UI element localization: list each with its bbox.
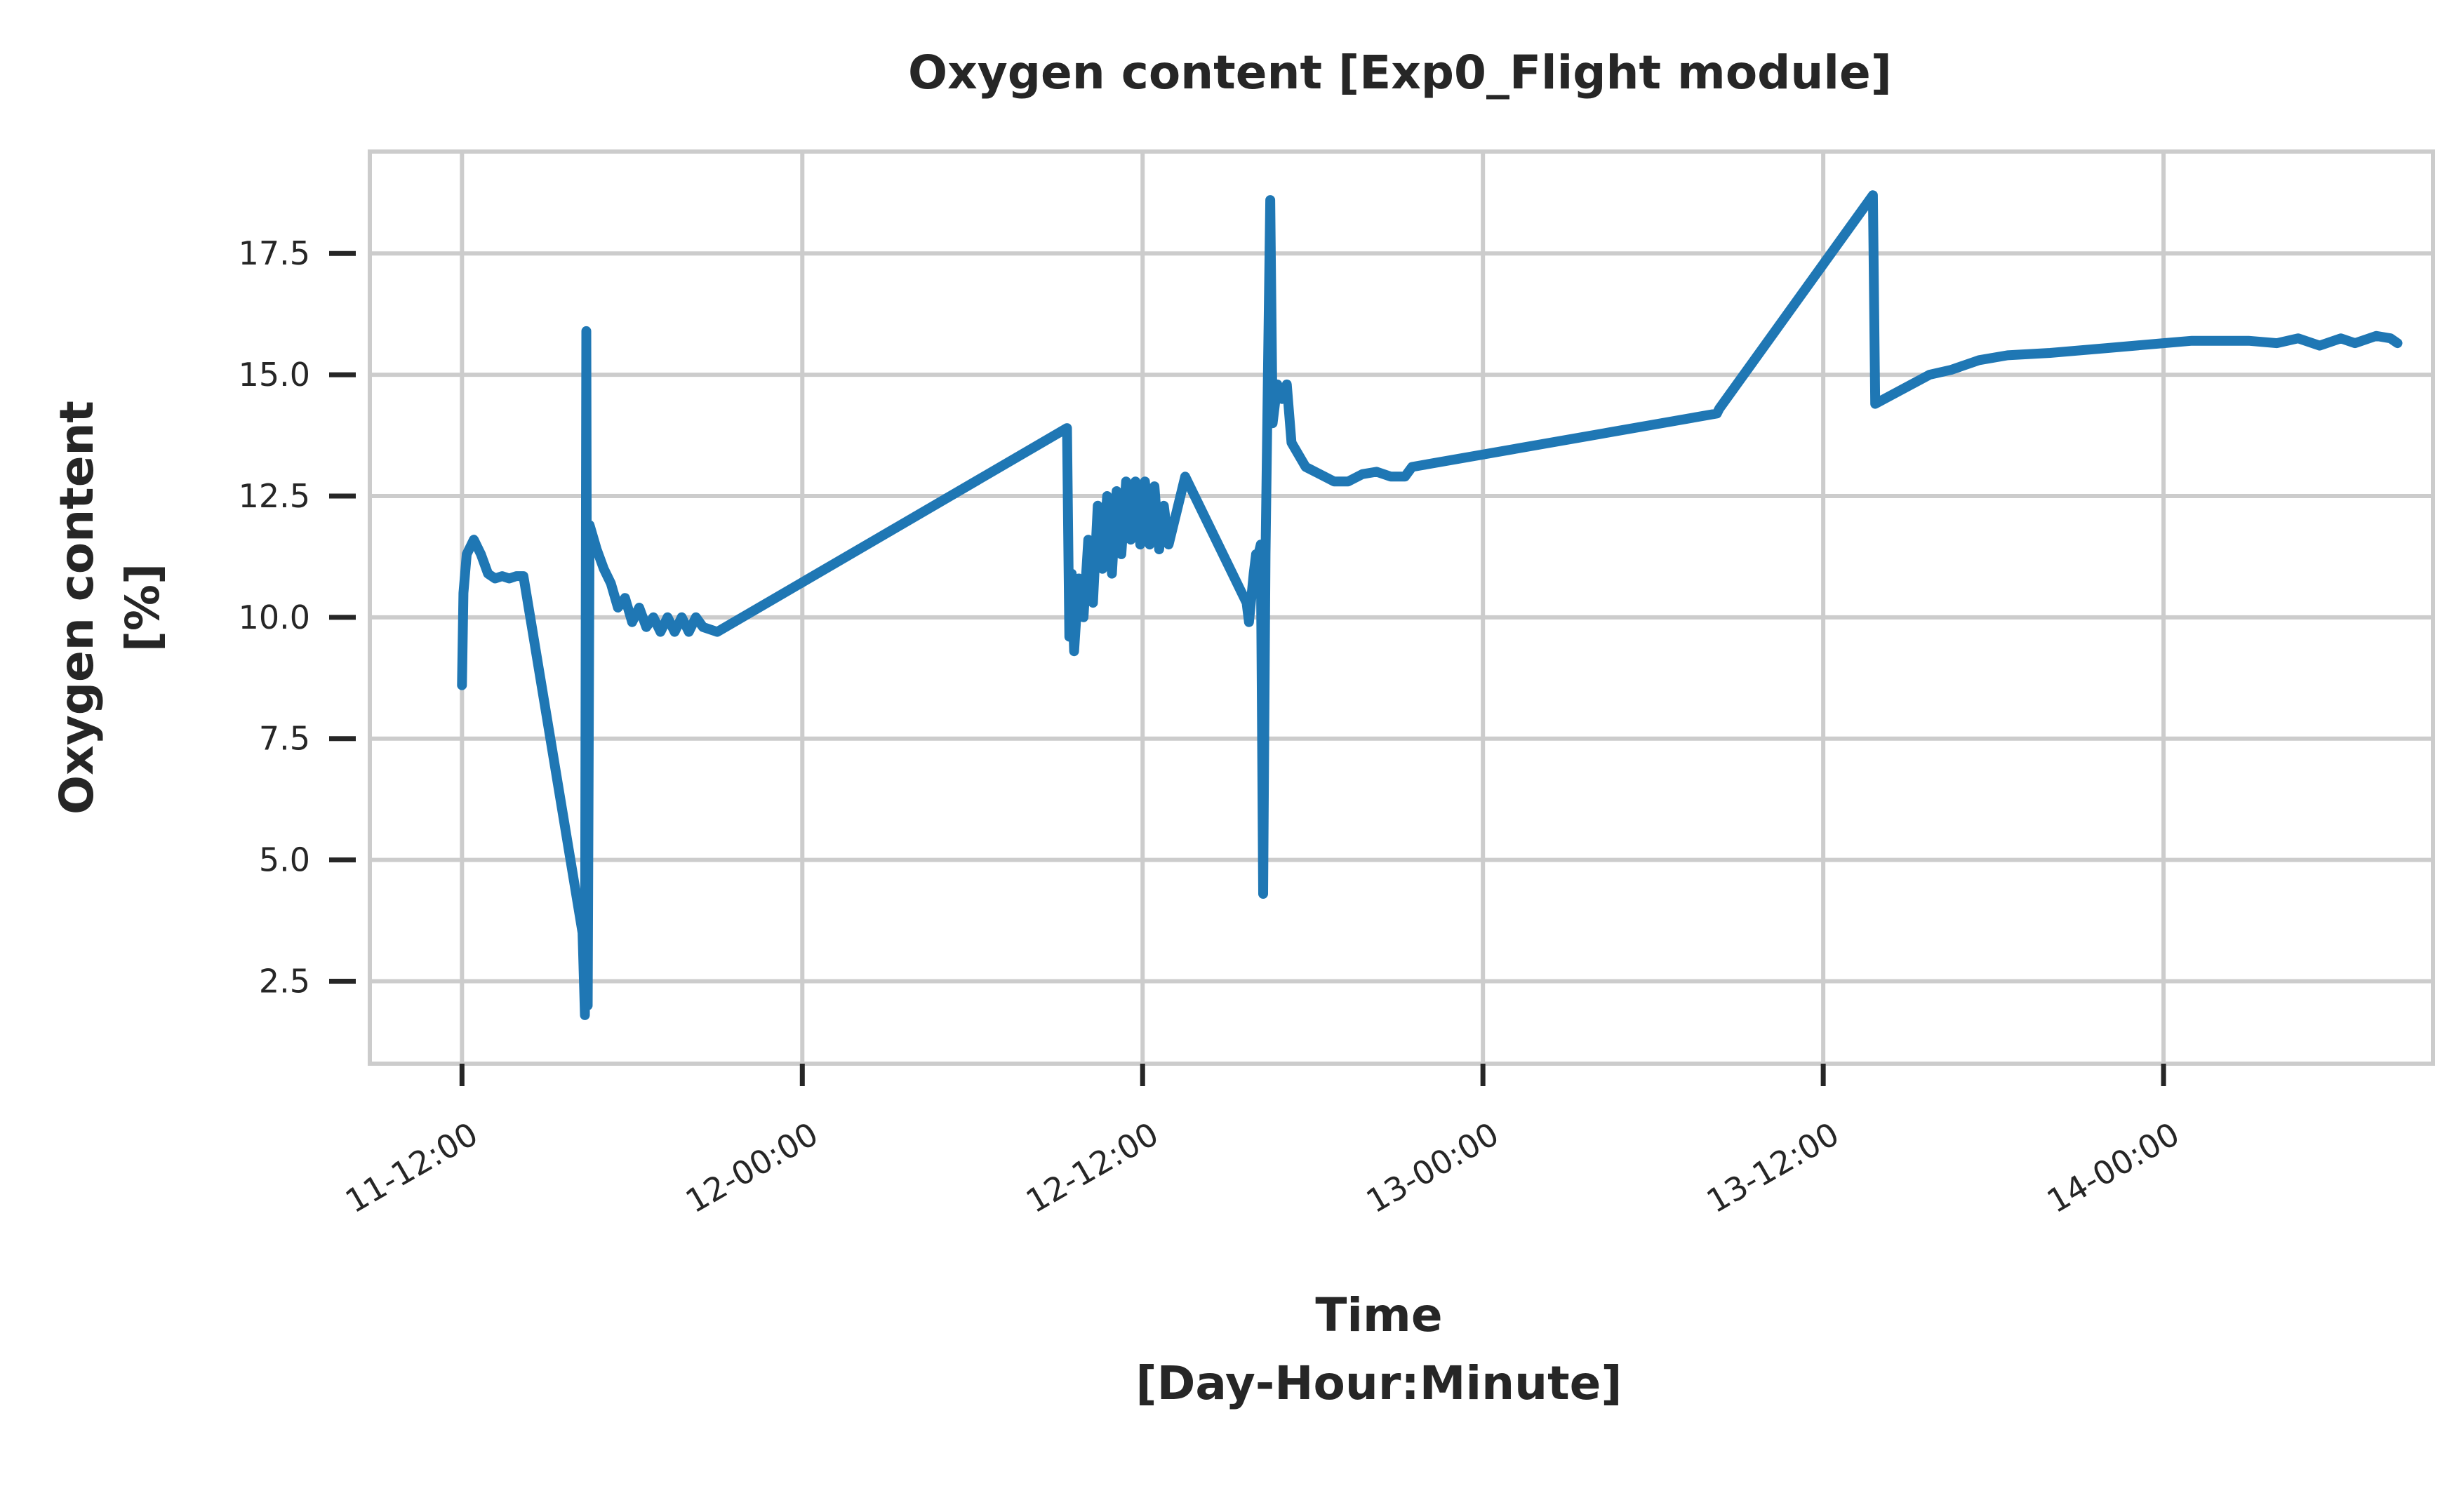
y-axis-label: Oxygen content [%]: [50, 401, 170, 815]
x-axis-label: Time [Day-Hour:Minute]: [1135, 1288, 1622, 1410]
y-axis-label-line-1: Oxygen content: [50, 401, 104, 815]
y-tick-label: 7.5: [259, 720, 310, 758]
oxygen-content-line: [457, 190, 2403, 1020]
y-tick-label: 2.5: [259, 962, 310, 1000]
axis-ticks: 11-12:00 12-00:00 12-12:00 13-00:00 13-12:00…: [239, 234, 2186, 1220]
grid-lines: [370, 152, 2433, 1064]
plot-frame: [368, 149, 2435, 1066]
x-axis-label-line-2: [Day-Hour:Minute]: [1135, 1356, 1622, 1410]
x-tick-label: 13-00:00: [1360, 1115, 1505, 1221]
y-tick-label: 5.0: [259, 841, 310, 879]
x-tick-label: 14-00:00: [2041, 1115, 2186, 1221]
y-tick-label: 15.0: [239, 356, 310, 394]
chart-title: Oxygen content [Exp0_Flight module]: [908, 46, 1892, 100]
x-tick-label: 13-12:00: [1700, 1115, 1846, 1221]
x-tick-label: 12-00:00: [679, 1115, 825, 1221]
y-tick-label: 17.5: [239, 234, 310, 272]
y-tick-label: 10.0: [239, 598, 310, 636]
x-tick-label: 12-12:00: [1020, 1115, 1165, 1221]
y-axis-label-line-2: [%]: [116, 563, 170, 652]
x-axis-label-line-1: Time: [1315, 1288, 1442, 1342]
x-tick-label: 11-12:00: [339, 1115, 484, 1221]
y-tick-label: 12.5: [239, 477, 310, 515]
